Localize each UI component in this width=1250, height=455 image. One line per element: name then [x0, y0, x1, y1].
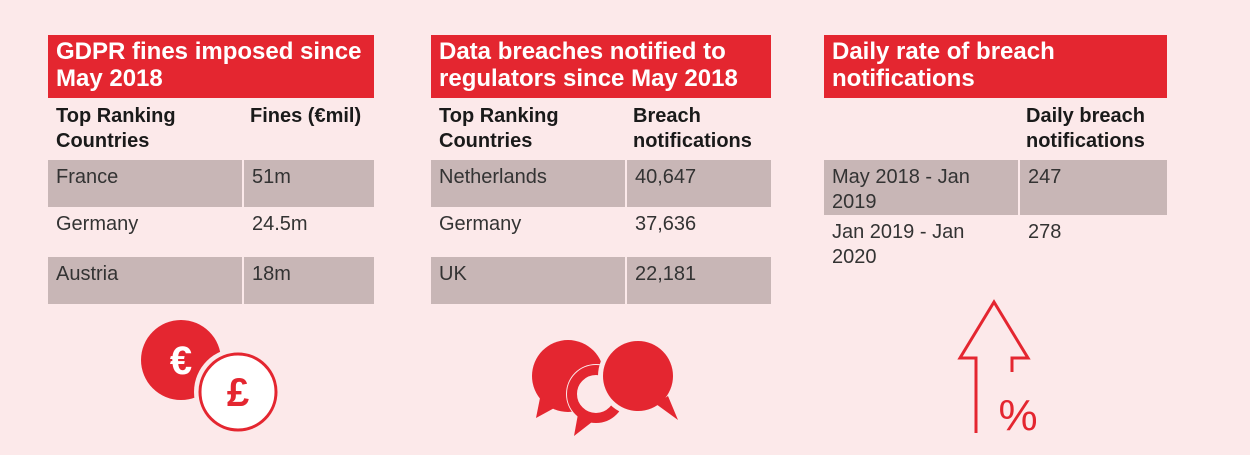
- euro-symbol: €: [170, 339, 192, 383]
- table-cell-fine: 18m: [242, 257, 374, 304]
- table-cell-notifications: 22,181: [625, 257, 771, 304]
- table-cell-country: Austria: [48, 257, 242, 304]
- table-cell-notifications: 37,636: [625, 207, 771, 257]
- speech-bubbles-icon: [528, 336, 686, 442]
- table-cell-daily: 247: [1018, 160, 1167, 215]
- table-cell-notifications: 40,647: [625, 160, 771, 207]
- table-cell-country: Germany: [439, 213, 522, 235]
- table-row: Jan 2019 - Jan 2020 278: [824, 215, 1167, 273]
- currency-coins-icon: € £: [138, 318, 283, 446]
- table-row: Austria 18m: [48, 257, 374, 304]
- table-cell-period: May 2018 - Jan 2019: [824, 160, 1018, 215]
- percent-symbol: %: [998, 391, 1036, 436]
- table-cell-fine: 24.5m: [242, 207, 374, 257]
- table-cell-country: France: [48, 160, 242, 207]
- table-row: Germany 24.5m: [48, 207, 374, 257]
- table-cell-country: Netherlands: [431, 160, 625, 207]
- column-header-daily: Daily breach notifications: [1026, 105, 1145, 152]
- panel-title: Daily rate of breach notifications: [824, 35, 1167, 98]
- table-header: Daily breach notifications: [824, 98, 1167, 160]
- table-cell-daily: 278: [1018, 215, 1167, 273]
- table-header: Top Ranking Countries Breach notificatio…: [431, 98, 771, 160]
- table-cell-period: Jan 2019 - Jan 2020: [832, 221, 965, 268]
- column-header-period: [824, 104, 1018, 160]
- percent-up-arrow-icon: %: [956, 298, 1038, 440]
- panel-title: Data breaches notified to regulators sin…: [431, 35, 771, 98]
- pound-symbol: £: [227, 371, 249, 415]
- table-row: May 2018 - Jan 2019 247: [824, 160, 1167, 215]
- column-header-countries: Top Ranking Countries: [439, 105, 559, 152]
- daily-rate-panel: Daily rate of breach notifications Daily…: [824, 35, 1167, 273]
- column-header-notifications: Breach notifications: [633, 105, 752, 152]
- gdpr-fines-panel: GDPR fines imposed since May 2018 Top Ra…: [48, 35, 374, 304]
- table-cell-country: UK: [431, 257, 625, 304]
- table-row: UK 22,181: [431, 257, 771, 304]
- table-row: France 51m: [48, 160, 374, 207]
- data-breaches-panel: Data breaches notified to regulators sin…: [431, 35, 771, 304]
- table-header: Top Ranking Countries Fines (€mil): [48, 98, 374, 160]
- table-cell-fine: 51m: [242, 160, 374, 207]
- column-header-countries: Top Ranking Countries: [56, 105, 176, 152]
- column-header-fines: Fines (€mil): [250, 105, 362, 127]
- table-row: Germany 37,636: [431, 207, 771, 257]
- panel-title: GDPR fines imposed since May 2018: [48, 35, 374, 98]
- table-row: Netherlands 40,647: [431, 160, 771, 207]
- table-cell-country: Germany: [56, 213, 139, 235]
